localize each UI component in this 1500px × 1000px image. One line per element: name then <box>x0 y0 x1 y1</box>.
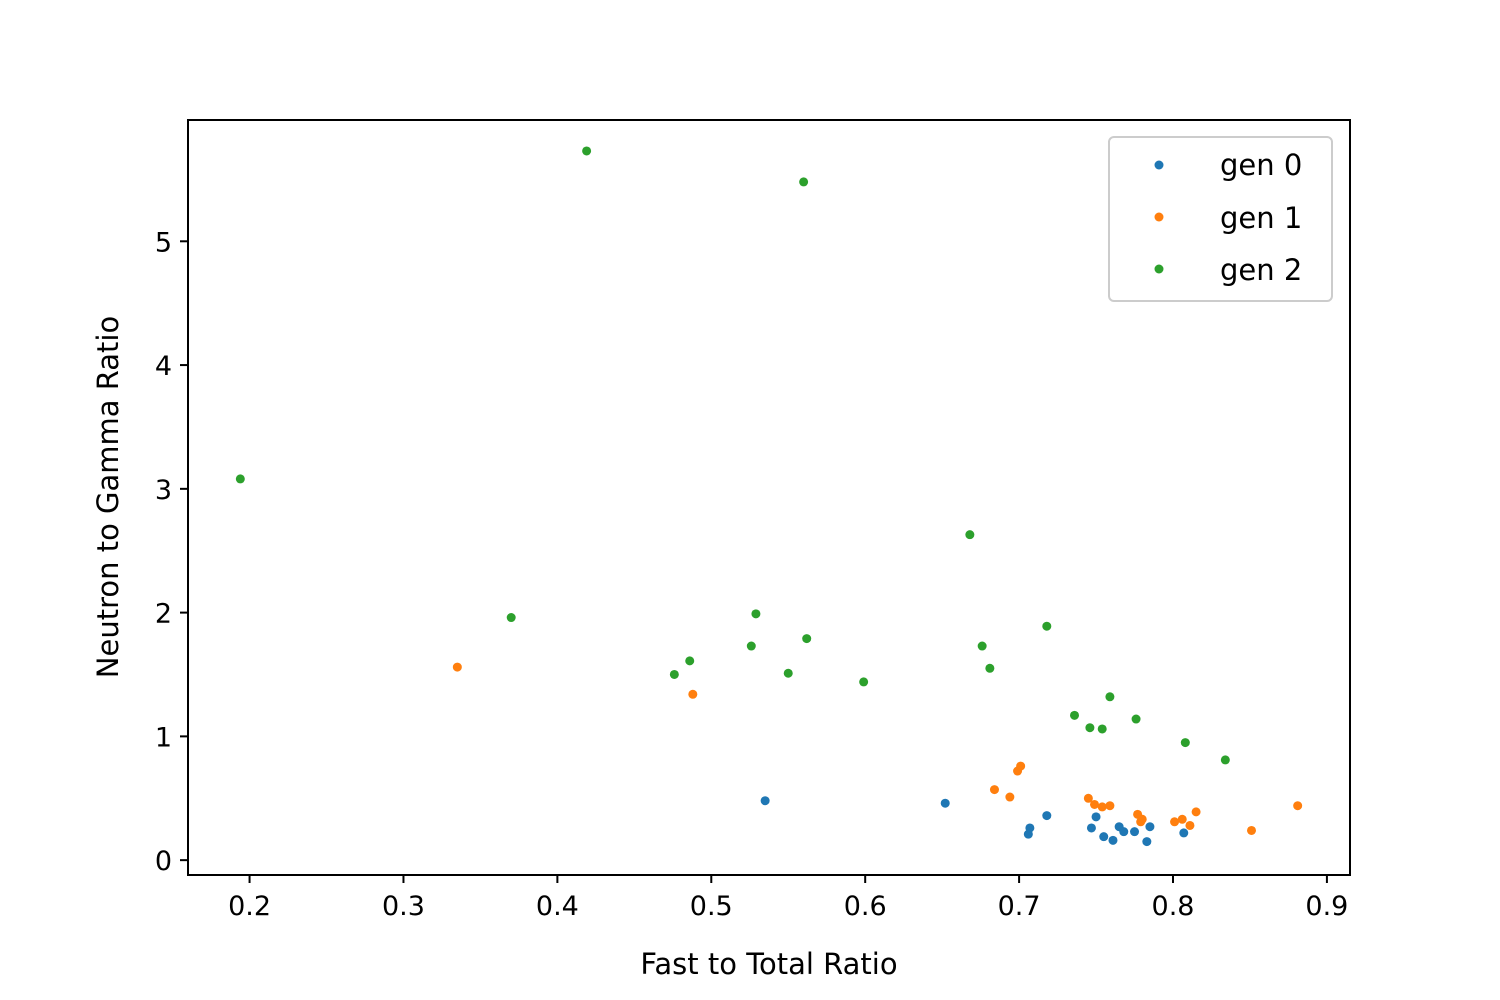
legend-marker-gen-2 <box>1154 264 1164 274</box>
data-point <box>1105 801 1115 811</box>
data-point <box>977 641 987 651</box>
data-point <box>989 785 999 795</box>
data-point <box>1145 822 1155 832</box>
y-tick-label: 0 <box>155 846 172 877</box>
legend-box <box>1108 136 1333 302</box>
data-point <box>1177 814 1187 824</box>
data-point <box>1086 823 1096 833</box>
data-point <box>1025 823 1035 833</box>
data-point <box>783 668 793 678</box>
data-point <box>1097 724 1107 734</box>
legend-marker-gen-1 <box>1154 212 1164 222</box>
x-axis: 0.2 0.3 0.4 0.5 0.6 0.7 0.8 0.9 <box>228 875 1348 922</box>
data-point <box>1119 827 1129 837</box>
series-gen-0 <box>760 796 1189 847</box>
x-tick-label: 0.5 <box>690 891 733 922</box>
data-point <box>1083 793 1093 803</box>
data-point <box>802 634 812 644</box>
y-tick-label: 2 <box>155 599 172 630</box>
legend: gen 0 gen 1 gen 2 <box>1108 136 1333 302</box>
data-point <box>1137 814 1147 824</box>
data-point <box>1191 807 1201 817</box>
points-layer <box>235 146 1303 847</box>
data-point <box>1179 828 1189 838</box>
x-tick-label: 0.4 <box>536 891 579 922</box>
legend-label-gen-0: gen 0 <box>1220 148 1302 182</box>
x-axis-label: Fast to Total Ratio <box>640 947 897 981</box>
y-tick-label: 5 <box>155 227 172 258</box>
x-tick-label: 0.9 <box>1305 891 1348 922</box>
data-point <box>1142 837 1152 847</box>
y-axis-label: Neutron to Gamma Ratio <box>91 316 125 678</box>
data-point <box>1220 755 1230 765</box>
y-tick-label: 1 <box>155 722 172 753</box>
data-point <box>1091 812 1101 822</box>
plot-frame <box>187 119 1351 876</box>
data-point <box>1108 835 1118 845</box>
legend-marker-gen-0 <box>1154 160 1164 170</box>
x-tick-label: 0.7 <box>998 891 1041 922</box>
data-point <box>1130 827 1140 837</box>
x-tick-label: 0.3 <box>382 891 425 922</box>
data-point <box>760 796 770 806</box>
data-point <box>746 641 756 651</box>
legend-label-gen-2: gen 2 <box>1220 253 1302 287</box>
data-point <box>751 609 761 619</box>
data-point <box>452 662 462 672</box>
data-point <box>1042 621 1052 631</box>
data-point <box>1085 723 1095 733</box>
data-point <box>1185 820 1195 830</box>
data-point <box>669 669 679 679</box>
data-point <box>1246 825 1256 835</box>
y-axis: 0 1 2 3 4 5 <box>155 227 188 877</box>
data-point <box>582 146 592 156</box>
data-point <box>1016 761 1026 771</box>
data-point <box>985 663 995 673</box>
data-point <box>1070 710 1080 720</box>
y-tick-label: 3 <box>155 475 172 506</box>
data-point <box>1131 714 1141 724</box>
data-point <box>1105 692 1115 702</box>
data-point <box>1042 811 1052 821</box>
data-point <box>859 677 869 687</box>
legend-label-gen-1: gen 1 <box>1220 201 1302 235</box>
data-point <box>1293 801 1303 811</box>
data-point <box>799 177 809 187</box>
data-point <box>688 689 698 699</box>
x-tick-label: 0.8 <box>1152 891 1195 922</box>
data-point <box>1099 832 1109 842</box>
data-point <box>1170 817 1180 827</box>
series-gen-2 <box>235 146 1230 765</box>
data-point <box>506 613 516 623</box>
x-tick-label: 0.2 <box>228 891 271 922</box>
data-point <box>965 530 975 540</box>
data-point <box>685 656 695 666</box>
data-point <box>1005 792 1015 802</box>
data-point <box>940 798 950 808</box>
data-point <box>235 474 245 484</box>
series-gen-1 <box>452 662 1303 835</box>
data-point <box>1180 738 1190 748</box>
data-point <box>1090 799 1100 809</box>
y-tick-label: 4 <box>155 351 172 382</box>
data-point <box>1097 802 1107 812</box>
x-tick-label: 0.6 <box>844 891 887 922</box>
